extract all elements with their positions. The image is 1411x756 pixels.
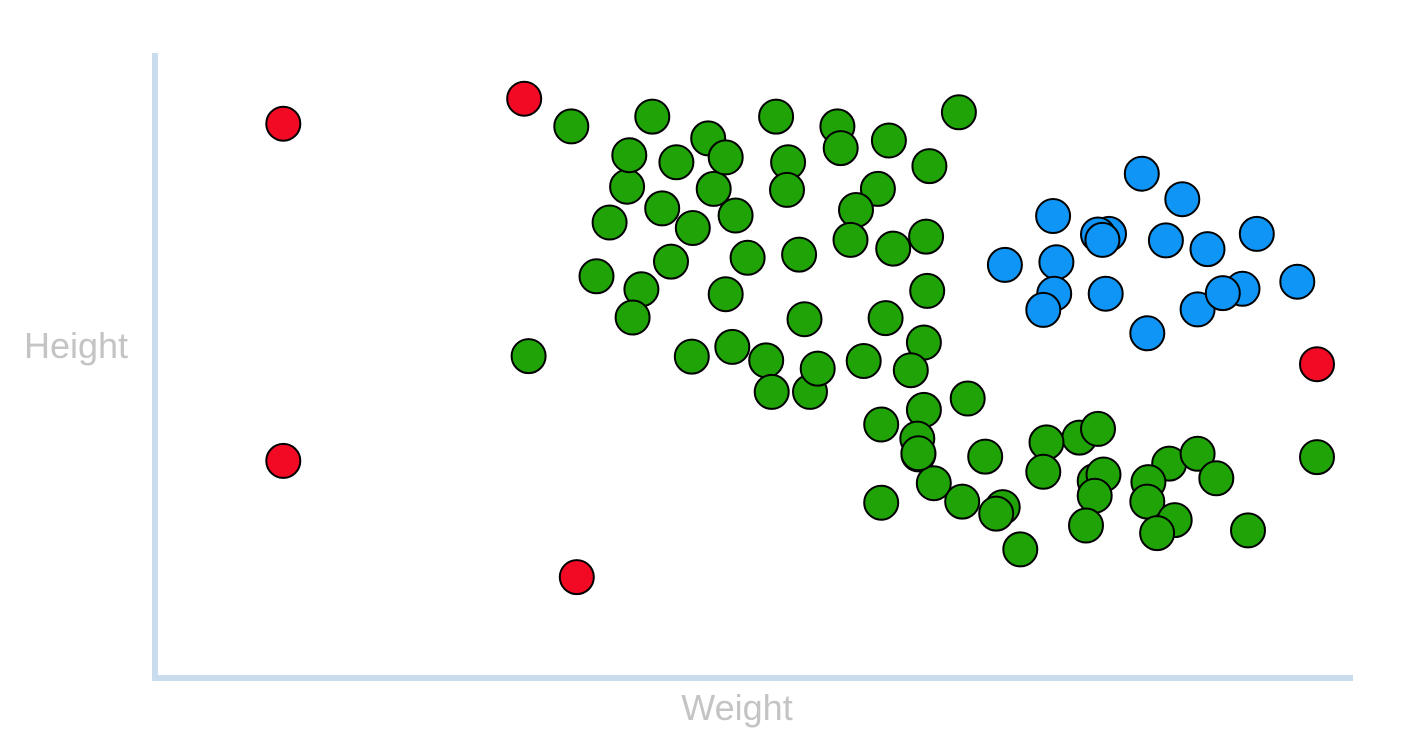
scatter-point-s2-0 [265, 105, 302, 142]
scatter-point-s0-20 [674, 210, 711, 246]
scatter-point-s0-30 [908, 218, 945, 255]
scatter-point-s0-38 [510, 338, 547, 375]
scatter-point-s0-55 [1179, 435, 1216, 472]
x-axis-label: Weight [681, 687, 792, 728]
scatter-point-s0-28 [707, 276, 744, 313]
scatter-point-s1-13 [1025, 291, 1062, 328]
scatter-point-s0-69 [1068, 507, 1104, 544]
scatter-point-s0-39 [673, 338, 710, 375]
scatter-point-s0-42 [799, 350, 836, 387]
scatter-point-s0-14 [822, 130, 859, 167]
scatter-point-s0-0 [553, 108, 590, 145]
scatter-point-s0-24 [717, 197, 754, 234]
scatter-point-s2-1 [506, 80, 543, 117]
scatter-point-s1-0 [1035, 198, 1072, 234]
scatter-point-s0-16 [859, 170, 896, 207]
scatter-point-s0-7 [609, 168, 646, 205]
scatter-point-s0-31 [875, 230, 912, 267]
scatter-point-s0-12 [707, 139, 744, 176]
scatter-point-s0-33 [786, 301, 823, 338]
scatter-point-s0-5 [870, 122, 907, 159]
scatter-point-s0-63 [863, 484, 900, 521]
scatter-point-s1-16 [1204, 275, 1241, 312]
scatter-point-s0-27 [591, 204, 628, 241]
scatter-point-s1-15 [1179, 291, 1216, 328]
scatter-point-s1-9 [1189, 231, 1226, 268]
scatter-point-s0-19 [832, 221, 869, 258]
scatter-point-s0-53 [1025, 453, 1062, 490]
scatter-point-s0-62 [915, 465, 952, 502]
scatter-point-s1-6 [986, 246, 1023, 283]
scatter-point-s0-73 [944, 483, 981, 520]
scatter-point-s2-2 [1299, 346, 1335, 383]
scatter-point-s0-52 [1080, 410, 1116, 447]
scatter-point-s1-17 [1279, 263, 1316, 300]
scatter-point-s1-3 [1164, 181, 1201, 218]
scatter-point-s0-21 [653, 243, 689, 280]
scatter-point-s0-32 [909, 272, 946, 309]
scatter-point-s1-18 [1238, 215, 1275, 252]
scatter-point-s0-41 [748, 342, 785, 379]
scatter-point-s0-15 [769, 171, 805, 208]
scatter-point-s0-61 [1198, 460, 1235, 497]
scatter-point-s0-50 [967, 438, 1004, 475]
scatter-point-s2-4 [558, 559, 595, 596]
scatter-point-s0-11 [644, 190, 681, 227]
scatter-point-s0-9 [658, 144, 695, 181]
scatter-point-s0-23 [729, 239, 766, 276]
scatter-point-s0-10 [695, 170, 732, 207]
scatter-point-s0-3 [758, 98, 795, 135]
scatter-point-s0-71 [1230, 512, 1266, 549]
scatter-point-s0-37 [845, 343, 882, 379]
scatter-point-s0-17 [911, 148, 948, 185]
scatter-point-s1-14 [1129, 315, 1166, 352]
data-points [265, 80, 1335, 596]
scatter-point-s0-34 [867, 300, 904, 337]
scatter-point-s1-8 [1084, 221, 1121, 258]
y-axis-label: Height [24, 325, 128, 366]
scatter-point-s0-64 [900, 435, 937, 472]
scatter-point-s0-22 [781, 236, 818, 273]
scatter-point-s0-70 [1139, 515, 1176, 552]
scatter-point-s0-25 [578, 258, 615, 295]
scatter-point-s0-72 [1002, 531, 1039, 568]
scatter-point-s2-3 [265, 442, 302, 479]
scatter-point-s0-67 [1076, 477, 1113, 514]
scatter-point-s0-29 [614, 299, 651, 336]
scatter-point-s0-44 [753, 373, 790, 410]
scatter-point-s1-7 [1038, 244, 1075, 281]
scatter-point-s1-2 [1147, 222, 1184, 259]
scatter-point-s0-8 [611, 137, 648, 174]
scatter-point-s0-47 [949, 380, 986, 417]
scatter-point-s0-48 [863, 406, 900, 443]
scatter-point-s0-18 [838, 192, 874, 228]
scatter-point-s0-66 [978, 495, 1015, 532]
scatter-point-s0-74 [1299, 439, 1335, 476]
scatter-point-s1-11 [1087, 275, 1124, 312]
scatter-point-s1-4 [1123, 155, 1160, 192]
scatter-point-s0-6 [940, 94, 977, 131]
scatter-point-s0-43 [892, 352, 929, 389]
scatter-point-s0-35 [714, 328, 751, 365]
scatter-point-s0-1 [634, 98, 671, 135]
